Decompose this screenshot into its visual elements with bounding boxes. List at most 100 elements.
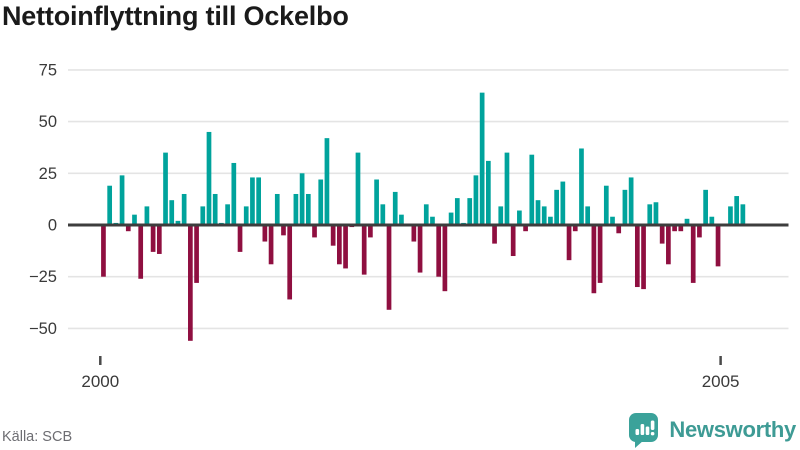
bar-2007Q3	[287, 225, 293, 300]
x-axis: 200020052010201520202025	[81, 356, 740, 391]
bar-2007Q4	[293, 193, 299, 225]
bar-2025Q2	[728, 206, 733, 225]
bar-2012Q4	[417, 225, 423, 273]
bar-2025Q3	[734, 196, 740, 225]
y-tick-label-25: 25	[39, 165, 57, 183]
bar-2003Q1	[175, 220, 181, 225]
bar-2005Q2	[231, 162, 237, 225]
bar-2004Q2	[206, 131, 212, 225]
bar-2024Q3	[709, 216, 715, 225]
source-note: Källa: SCB	[2, 429, 73, 445]
bar-2016Q2	[504, 152, 510, 225]
bar-2015Q1	[473, 175, 479, 225]
bar-2023Q1	[672, 225, 677, 232]
bar-2005Q4	[243, 206, 249, 225]
bar-2024Q4	[715, 225, 721, 267]
bar-2019Q3	[585, 206, 591, 225]
bar-2018Q2	[554, 189, 559, 225]
bar-2012Q1	[399, 214, 404, 225]
y-tick-label--50: −50	[29, 320, 57, 338]
bar-2008Q2	[305, 193, 311, 225]
bar-2007Q2	[281, 225, 286, 236]
bar-2021Q1	[622, 189, 628, 225]
bar-2007Q1	[274, 193, 280, 225]
bar-2013Q1	[423, 204, 429, 225]
bar-2022Q3	[659, 225, 665, 244]
page-title: Nettoinflyttning till Ockelbo	[2, 1, 349, 31]
bar-2010Q3	[361, 225, 367, 275]
bar-2002Q1	[150, 225, 156, 252]
bar-2019Q4	[591, 225, 597, 294]
bars	[101, 92, 746, 341]
bar-2017Q2	[529, 154, 535, 225]
bar-2001Q1	[125, 225, 131, 232]
y-tick-label-75: 75	[39, 61, 57, 79]
bar-2006Q3	[262, 225, 268, 242]
y-axis-labels: 75 50 25 0 −25 −50	[29, 61, 57, 338]
bar-2025Q4	[740, 204, 746, 225]
bar-2016Q3	[510, 225, 516, 257]
bar-2014Q2	[454, 198, 460, 225]
bar-2016Q4	[517, 210, 522, 225]
y-tick-label-0: 0	[48, 217, 57, 235]
bar-2016Q1	[498, 206, 504, 225]
bar-2006Q1	[250, 177, 255, 225]
bar-2006Q4	[268, 225, 274, 265]
bar-2008Q1	[299, 173, 305, 225]
bar-2008Q3	[312, 225, 317, 238]
bar-2011Q1	[374, 179, 379, 225]
bar-2005Q3	[237, 225, 243, 252]
bar-2009Q2	[330, 225, 336, 246]
bar-2001Q3	[138, 225, 144, 279]
bar-2010Q4	[368, 225, 373, 238]
bar-2004Q3	[212, 193, 218, 225]
bar-2001Q4	[144, 206, 150, 225]
bar-2011Q2	[380, 204, 386, 225]
bar-2003Q2	[181, 193, 187, 225]
bar-2002Q4	[169, 200, 175, 225]
newsworthy-logo: Newsworthy	[627, 412, 796, 448]
bar-2011Q4	[392, 191, 398, 225]
bar-2005Q1	[225, 204, 230, 225]
x-tick-label-2000: 2000	[81, 372, 119, 391]
bar-2015Q3	[486, 160, 491, 225]
bar-2010Q2	[355, 152, 361, 225]
bar-2018Q4	[566, 225, 572, 261]
bar-2021Q2	[628, 177, 634, 225]
bar-2002Q3	[163, 152, 168, 225]
bar-2022Q1	[647, 204, 653, 225]
net-migration-bar-chart: 75 50 25 0 −25 −50 200020052010201520202025	[29, 61, 789, 391]
bar-2001Q2	[132, 214, 137, 225]
bar-2009Q3	[337, 225, 342, 265]
bar-2024Q1	[697, 225, 702, 238]
brand-wordmark: Newsworthy	[669, 417, 796, 442]
bar-2008Q4	[318, 179, 324, 225]
bar-2017Q4	[541, 206, 547, 225]
bar-2018Q3	[560, 181, 566, 225]
bar-2024Q2	[703, 189, 708, 225]
bar-2004Q1	[200, 206, 206, 225]
bar-2015Q2	[479, 92, 485, 226]
bar-2020Q3	[610, 216, 615, 225]
bar-2023Q2	[678, 225, 684, 232]
bar-2013Q2	[430, 216, 435, 225]
bar-2013Q4	[442, 225, 448, 292]
bar-2018Q1	[548, 216, 553, 225]
y-tick-label--25: −25	[29, 268, 57, 286]
gridlines	[68, 69, 789, 330]
bar-2014Q1	[448, 212, 454, 225]
bar-2012Q3	[411, 225, 417, 242]
bar-2023Q4	[690, 225, 696, 283]
bar-2017Q3	[535, 200, 541, 225]
bar-2011Q3	[386, 225, 392, 310]
bar-2003Q3	[188, 225, 193, 341]
bar-2000Q1	[101, 225, 106, 277]
bar-2019Q1	[572, 225, 578, 232]
bar-2000Q4	[119, 175, 125, 225]
newsworthy-chart-bubble-icon	[629, 413, 659, 448]
bar-2009Q1	[324, 138, 330, 225]
y-tick-label-50: 50	[39, 113, 57, 131]
bar-2022Q4	[666, 225, 671, 265]
bar-2020Q2	[603, 185, 609, 225]
bar-2002Q2	[156, 225, 162, 254]
